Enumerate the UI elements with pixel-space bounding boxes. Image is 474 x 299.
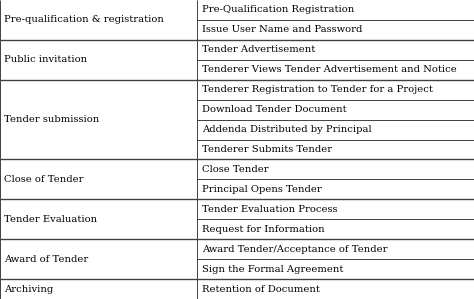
- Text: Request for Information: Request for Information: [202, 225, 325, 234]
- Text: Pre-Qualification Registration: Pre-Qualification Registration: [202, 5, 355, 14]
- Text: Download Tender Document: Download Tender Document: [202, 105, 347, 114]
- Text: Retention of Document: Retention of Document: [202, 285, 320, 294]
- Text: Pre-qualification & registration: Pre-qualification & registration: [4, 16, 164, 25]
- Text: Issue User Name and Password: Issue User Name and Password: [202, 25, 363, 34]
- Text: Sign the Formal Agreement: Sign the Formal Agreement: [202, 265, 344, 274]
- Text: Close of Tender: Close of Tender: [4, 175, 83, 184]
- Text: Tenderer Submits Tender: Tenderer Submits Tender: [202, 145, 333, 154]
- Text: Tenderer Views Tender Advertisement and Notice: Tenderer Views Tender Advertisement and …: [202, 65, 457, 74]
- Text: Tender Evaluation Process: Tender Evaluation Process: [202, 205, 338, 214]
- Text: Archiving: Archiving: [4, 285, 53, 294]
- Text: Tender Evaluation: Tender Evaluation: [4, 215, 97, 224]
- Text: Public invitation: Public invitation: [4, 55, 87, 64]
- Text: Award Tender/Acceptance of Tender: Award Tender/Acceptance of Tender: [202, 245, 388, 254]
- Text: Tender Advertisement: Tender Advertisement: [202, 45, 316, 54]
- Text: Addenda Distributed by Principal: Addenda Distributed by Principal: [202, 125, 372, 134]
- Text: Principal Opens Tender: Principal Opens Tender: [202, 185, 322, 194]
- Text: Tenderer Registration to Tender for a Project: Tenderer Registration to Tender for a Pr…: [202, 85, 433, 94]
- Text: Award of Tender: Award of Tender: [4, 255, 88, 264]
- Text: Tender submission: Tender submission: [4, 115, 99, 124]
- Text: Close Tender: Close Tender: [202, 165, 269, 174]
